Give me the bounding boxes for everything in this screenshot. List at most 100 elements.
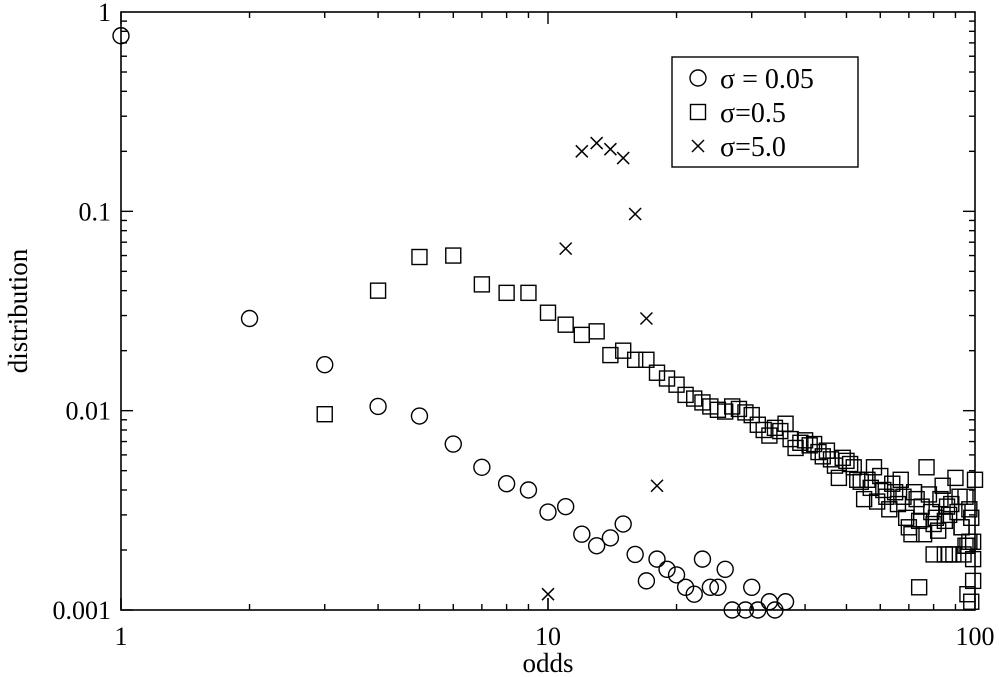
square-point	[814, 448, 831, 465]
square-point	[573, 326, 591, 344]
square-point	[855, 490, 873, 508]
circle-point	[539, 503, 557, 521]
y-axis-label: distribution	[3, 248, 33, 373]
circle-point	[473, 458, 491, 476]
square-point	[473, 276, 491, 293]
square-point	[929, 522, 947, 539]
square-point	[445, 247, 462, 264]
circle-point	[112, 27, 130, 45]
axis-tick-labels: 1 10 100 0.001 0.01 0.1 1	[53, 0, 995, 651]
circle-point	[573, 525, 591, 543]
square-point	[895, 488, 912, 505]
circle-point	[723, 601, 741, 619]
square-point	[755, 421, 772, 439]
square-point	[801, 437, 818, 454]
square-point	[963, 593, 980, 610]
square-point	[910, 579, 928, 596]
circle-point	[743, 578, 761, 596]
series-2	[316, 247, 984, 610]
x-point	[559, 242, 573, 256]
square-point	[897, 509, 915, 527]
square-point	[743, 406, 760, 424]
square-point	[316, 406, 333, 423]
circle-point	[556, 497, 575, 516]
x-point	[590, 136, 604, 150]
square-point	[369, 282, 387, 299]
square-point	[796, 432, 814, 449]
x-point	[541, 587, 555, 601]
square-point	[602, 346, 619, 364]
y-tick-label: 1	[98, 0, 111, 27]
square-point	[920, 486, 938, 503]
square-point	[964, 550, 982, 568]
circle-point	[716, 560, 734, 579]
square-point	[957, 488, 974, 505]
square-point	[588, 323, 605, 340]
square-point	[966, 471, 984, 488]
square-point	[841, 455, 859, 473]
square-point	[614, 342, 632, 359]
circle-point	[637, 572, 656, 590]
square-point	[915, 526, 933, 543]
circle-point	[736, 601, 755, 619]
y-tick-label: 0.01	[66, 397, 112, 426]
square-point	[936, 512, 954, 530]
circle-point	[776, 593, 795, 611]
square-point	[947, 469, 964, 487]
square-point	[498, 284, 515, 302]
circle-point	[369, 397, 387, 416]
square-point	[918, 459, 935, 476]
circle-point	[685, 585, 703, 603]
circle-point	[701, 578, 720, 596]
series-1	[112, 27, 795, 619]
circle-point	[444, 435, 462, 453]
square-point	[865, 459, 883, 476]
square-point	[862, 479, 879, 497]
square-point	[940, 546, 958, 563]
square-point	[936, 546, 954, 563]
square-point	[875, 481, 892, 499]
legend-label-1: σ = 0.05	[720, 64, 814, 95]
square-point	[961, 501, 978, 518]
square-point	[886, 483, 904, 501]
axis-ticks	[120, 12, 976, 611]
square-point	[852, 473, 869, 490]
circle-point	[693, 550, 712, 568]
square-point	[411, 248, 428, 266]
square-point	[925, 515, 942, 533]
legend-marker-3	[691, 139, 705, 153]
square-point	[881, 501, 898, 518]
circle-point	[709, 578, 727, 596]
square-point	[938, 498, 956, 515]
square-point	[830, 469, 848, 487]
series-3	[541, 136, 664, 601]
circle-point	[519, 481, 538, 499]
legend-box	[671, 56, 859, 168]
square-point	[686, 390, 703, 407]
y-tick-label: 0.1	[79, 197, 112, 226]
square-point	[884, 475, 901, 492]
square-point	[626, 351, 644, 368]
circle-point	[749, 601, 767, 619]
x-point	[639, 311, 653, 326]
square-point	[959, 537, 976, 554]
square-point	[953, 519, 970, 536]
x-tick-label: 10	[535, 622, 561, 651]
x-tick-label: 100	[956, 622, 995, 651]
square-point	[658, 370, 676, 387]
circle-point	[626, 545, 644, 564]
y-tick-label: 0.001	[53, 596, 112, 625]
circle-point	[497, 475, 516, 493]
square-point	[668, 376, 685, 393]
x-point	[575, 144, 589, 158]
x-point	[616, 151, 630, 165]
square-point	[927, 509, 945, 527]
circle-point	[614, 515, 632, 533]
square-point	[792, 434, 809, 451]
square-point	[723, 398, 741, 415]
circle-point	[648, 550, 666, 568]
square-point	[520, 284, 537, 302]
x-tick-label: 1	[115, 622, 128, 651]
circle-point	[316, 356, 334, 374]
